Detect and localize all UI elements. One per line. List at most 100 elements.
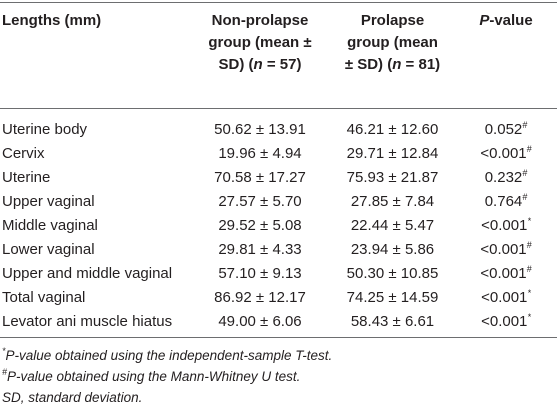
footnote-mark: # (522, 120, 528, 130)
footnote: *P-value obtained using the independent-… (2, 347, 332, 365)
p-value: 0.052# (485, 118, 528, 142)
cell-value: 50.62 ± 13.91 (190, 118, 330, 142)
cell-text: Uterine body (2, 121, 88, 138)
cell-value: 22.44 ± 5.47 (330, 214, 455, 238)
cell-text: Lower vaginal (2, 241, 95, 258)
cell-text: Upper and middle vaginal (2, 265, 173, 282)
p-value-text: <0.001 (480, 145, 527, 162)
p-value: <0.001* (481, 214, 531, 238)
p-value-text: 0.232 (484, 169, 523, 186)
header-segment: P (479, 12, 490, 29)
cell-value: 58.43 ± 6.61 (330, 310, 455, 334)
p-value-text: 0.764 (484, 193, 523, 210)
row-label: Cervix (0, 142, 190, 166)
p-value: <0.001# (480, 238, 531, 262)
header-text: P-value (479, 10, 532, 76)
cell-text: Upper vaginal (2, 193, 95, 210)
cell-value: 29.81 ± 4.33 (190, 238, 330, 262)
footnote-mark: # (522, 192, 528, 202)
cell-text: Uterine (2, 169, 51, 186)
cell-text: 86.92 ± 12.17 (214, 289, 306, 306)
cell-text: Cervix (2, 145, 45, 162)
cell-text: 19.96 ± 4.94 (218, 145, 302, 162)
header-segment: -value (489, 12, 533, 29)
cell-value: 74.25 ± 14.59 (330, 286, 455, 310)
cell-value: 19.96 ± 4.94 (190, 142, 330, 166)
header-cell: Prolapse group (mean ± SD) (n = 81) (330, 10, 455, 76)
footnote-mark: # (522, 168, 528, 178)
p-value: <0.001# (480, 142, 531, 166)
header-cell: Lengths (mm) (0, 10, 190, 76)
footnote-mark: * (527, 216, 531, 226)
footnote-symbol: # (2, 367, 8, 377)
table-row: Middle vaginal 29.52 ± 5.08 22.44 ± 5.47 <0… (0, 214, 557, 238)
cell-text: 50.30 ± 10.85 (346, 265, 439, 282)
p-value-cell: <0.001# (455, 238, 557, 262)
header-segment: ( (248, 56, 254, 73)
table-row: Uterine body 50.62 ± 13.91 46.21 ± 12.60 0.… (0, 118, 557, 142)
p-value: <0.001# (480, 262, 531, 286)
cell-text: 22.44 ± 5.47 (350, 217, 435, 234)
p-value: <0.001* (481, 310, 531, 334)
cell-value: 23.94 ± 5.86 (330, 238, 455, 262)
cell-value: 50.30 ± 10.85 (330, 262, 455, 286)
header-cell: P-value (455, 10, 557, 76)
footnote-mark: # (526, 264, 532, 274)
header-group: (n = 81) (387, 56, 440, 73)
header-group: (n = 57) (249, 56, 302, 73)
p-value: <0.001* (481, 286, 531, 310)
p-value-cell: <0.001# (455, 262, 557, 286)
footnote-mark: * (527, 288, 531, 298)
cell-value: 70.58 ± 17.27 (190, 166, 330, 190)
cell-value: 46.21 ± 12.60 (330, 118, 455, 142)
cell-text: 29.71 ± 12.84 (346, 145, 439, 162)
header-rule (0, 108, 557, 109)
cell-value: 29.52 ± 5.08 (190, 214, 330, 238)
header-segment: Prolapse group (mean ± SD) (344, 12, 438, 73)
cell-text: 49.00 ± 6.06 (218, 313, 302, 330)
p-value-cell: <0.001* (455, 286, 557, 310)
p-value-text: <0.001 (481, 289, 528, 306)
cell-text: 50.62 ± 13.91 (214, 121, 306, 138)
p-value: 0.764# (485, 190, 528, 214)
p-value-cell: <0.001* (455, 214, 557, 238)
row-label: Upper and middle vaginal (0, 262, 190, 286)
cell-value: 27.57 ± 5.70 (190, 190, 330, 214)
row-label: Levator ani muscle hiatus (0, 310, 190, 334)
row-label: Uterine body (0, 118, 190, 142)
table-row: Uterine 70.58 ± 17.27 75.93 ± 21.87 0.232# (0, 166, 557, 190)
table-row: Upper vaginal 27.57 ± 5.70 27.85 ± 7.84 0.7… (0, 190, 557, 214)
header-segment: = 57) (262, 56, 302, 73)
table-row: Lower vaginal 29.81 ± 4.33 23.94 ± 5.86 <0.… (0, 238, 557, 262)
cell-text: Middle vaginal (2, 217, 98, 234)
cell-value: 86.92 ± 12.17 (190, 286, 330, 310)
footnote-text: P-value obtained using the Mann-Whitney … (7, 369, 301, 384)
header-text: Non-prolapse group (mean ± SD) (n = 57) (199, 10, 321, 76)
footnote-mark: # (526, 240, 532, 250)
top-rule (0, 2, 557, 3)
table-row: Total vaginal 86.92 ± 12.17 74.25 ± 14.59 <… (0, 286, 557, 310)
row-label: Upper vaginal (0, 190, 190, 214)
cell-text: 29.52 ± 5.08 (218, 217, 302, 234)
cell-text: 46.21 ± 12.60 (346, 121, 439, 138)
p-value-text: <0.001 (480, 241, 527, 258)
p-value-text: 0.052 (484, 121, 523, 138)
cell-text: 57.10 ± 9.13 (218, 265, 302, 282)
p-value-cell: <0.001* (455, 310, 557, 334)
cell-text: 74.25 ± 14.59 (346, 289, 439, 306)
header-text: Lengths (mm) (2, 10, 190, 32)
cell-text: Levator ani muscle hiatus (2, 313, 173, 330)
header-segment: n (392, 56, 402, 73)
table-row: Upper and middle vaginal 57.10 ± 9.13 50.3… (0, 262, 557, 286)
footnote-text: P-value obtained using the independent-s… (5, 348, 333, 363)
header-text: Prolapse group (mean ± SD) (n = 81) (343, 10, 443, 76)
cell-text: 23.94 ± 5.86 (350, 241, 435, 258)
cell-text: 58.43 ± 6.61 (350, 313, 435, 330)
cell-value: 29.71 ± 12.84 (330, 142, 455, 166)
row-label: Middle vaginal (0, 214, 190, 238)
p-value-cell: 0.764# (455, 190, 557, 214)
cell-value: 57.10 ± 9.13 (190, 262, 330, 286)
p-value-text: <0.001 (480, 265, 527, 282)
footnote-symbol: * (2, 346, 6, 356)
